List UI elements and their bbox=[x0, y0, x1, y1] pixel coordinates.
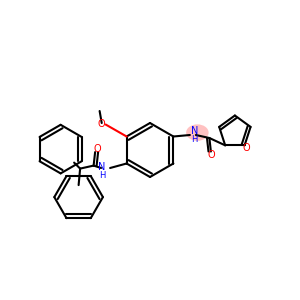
Text: O: O bbox=[242, 143, 250, 153]
Text: N: N bbox=[98, 161, 106, 172]
Ellipse shape bbox=[186, 124, 208, 141]
Text: N: N bbox=[191, 126, 199, 136]
Text: O: O bbox=[94, 143, 101, 154]
Text: O: O bbox=[98, 119, 106, 130]
Text: H: H bbox=[191, 135, 198, 144]
Text: H: H bbox=[99, 171, 106, 180]
Text: O: O bbox=[207, 150, 215, 160]
